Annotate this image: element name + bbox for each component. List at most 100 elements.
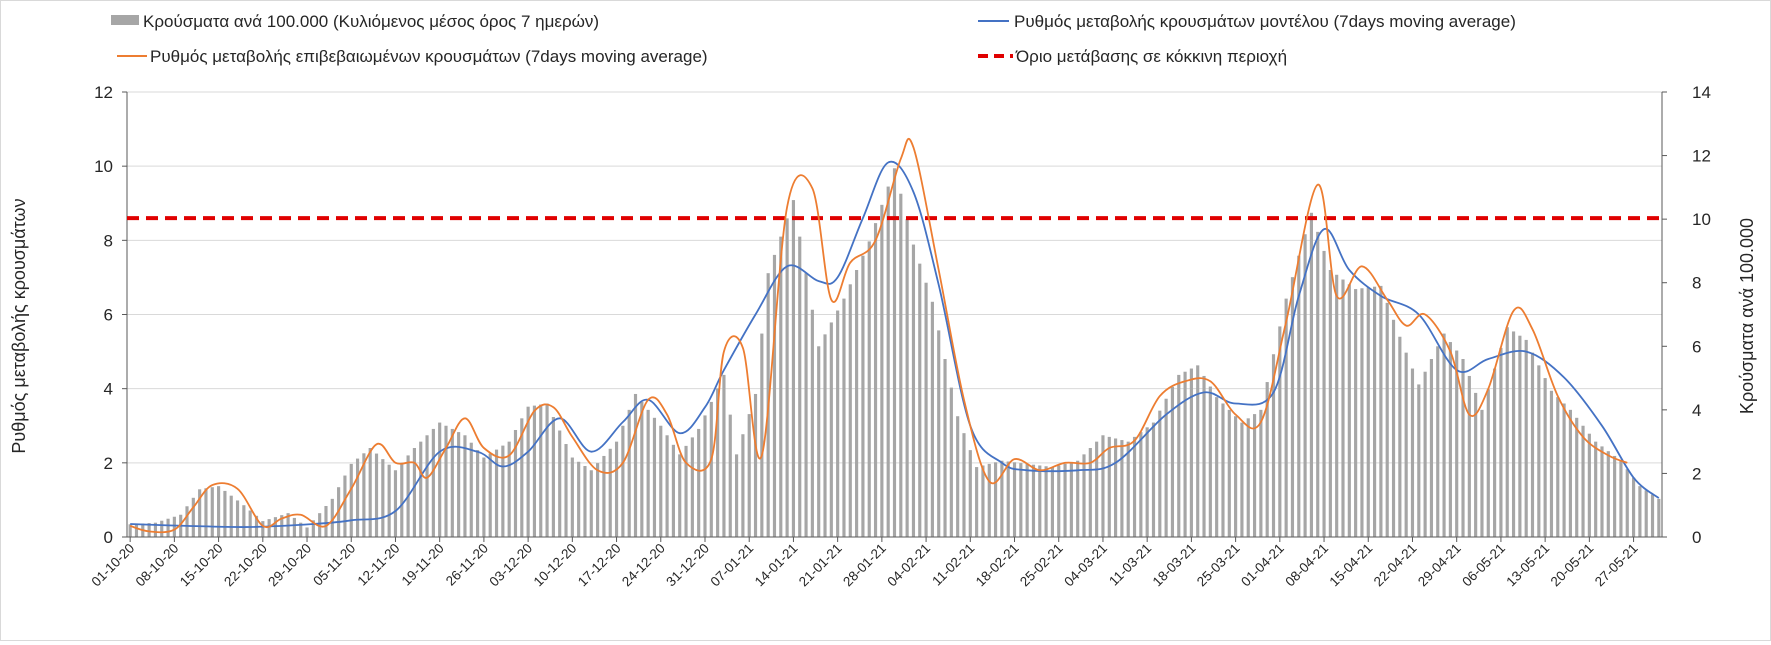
bar: [1076, 460, 1080, 537]
bar: [943, 359, 947, 537]
bar: [1366, 287, 1370, 537]
bar: [1126, 441, 1130, 537]
bar: [753, 393, 758, 537]
bar: [1221, 403, 1225, 537]
bar: [1549, 390, 1554, 537]
bar: [368, 448, 372, 537]
bar: [867, 241, 871, 537]
bar: [261, 521, 265, 537]
x-tick-label: 08-10-20: [133, 541, 182, 590]
bar: [728, 414, 732, 537]
bar: [1271, 354, 1276, 537]
x-tick-label: 12-11-20: [354, 541, 402, 589]
bar: [652, 417, 657, 537]
bar: [1183, 371, 1187, 537]
y-tick-left: 12: [94, 83, 113, 102]
x-tick-label: 22-10-20: [221, 541, 270, 590]
bar: [1448, 342, 1452, 537]
y-tick-right: 8: [1692, 274, 1701, 293]
y-tick-left: 10: [94, 157, 113, 176]
bar: [381, 459, 385, 537]
bar: [760, 333, 764, 537]
x-tick-label: 15-04-21: [1327, 541, 1376, 590]
bar: [678, 454, 682, 537]
bar: [1132, 436, 1137, 537]
bar: [1189, 368, 1193, 537]
bar: [804, 273, 808, 537]
bar: [1000, 460, 1004, 537]
y-tick-right: 10: [1692, 210, 1711, 229]
x-tick-label: 26-11-20: [443, 541, 491, 589]
x-tick-label: 13-05-21: [1503, 541, 1552, 590]
bar: [488, 453, 492, 537]
bar: [583, 466, 587, 537]
bar: [709, 401, 713, 537]
bar: [1562, 403, 1566, 537]
bar: [633, 393, 638, 537]
bar: [292, 517, 296, 537]
bar: [311, 520, 315, 537]
x-tick-label: 29-10-20: [265, 541, 314, 590]
y-axis-title-right: Κρούσματα ανά 100.000: [1737, 218, 1757, 414]
bar: [1044, 466, 1048, 537]
x-tick-label: 04-02-21: [884, 541, 933, 590]
x-tick-label: 03-12-20: [486, 541, 535, 590]
bar: [779, 236, 783, 537]
bar: [716, 388, 720, 537]
x-tick-label: 29-04-21: [1415, 541, 1464, 590]
bar: [1240, 422, 1244, 537]
bar: [741, 434, 745, 537]
bar: [1151, 422, 1156, 537]
bar: [463, 435, 467, 537]
x-tick-label: 31-12-20: [663, 541, 712, 590]
bar: [1638, 486, 1642, 537]
bar: [147, 523, 151, 537]
bar: [476, 450, 480, 537]
x-tick-label: 06-05-21: [1459, 541, 1508, 590]
bar: [855, 270, 859, 537]
bar: [1114, 438, 1118, 537]
bar: [614, 441, 619, 537]
bar: [501, 445, 505, 537]
bar: [267, 519, 271, 537]
x-tick-label: 17-12-20: [575, 541, 624, 590]
bar: [349, 463, 353, 537]
bar: [1050, 467, 1055, 537]
bar: [387, 464, 391, 537]
bar: [1164, 398, 1168, 537]
bar: [374, 453, 379, 537]
x-tick-label: 15-10-20: [177, 541, 226, 590]
bar: [1139, 432, 1143, 537]
bar: [431, 428, 435, 537]
bar: [659, 425, 663, 537]
bar: [198, 489, 202, 537]
legend-label-bars: Κρούσματα ανά 100.000 (Κυλιόμενος μέσος …: [143, 12, 599, 31]
bar: [1063, 463, 1067, 537]
bar: [1303, 234, 1307, 537]
bar: [1486, 389, 1490, 537]
y-tick-right: 2: [1692, 464, 1701, 483]
bar: [1316, 231, 1320, 537]
y-tick-right: 0: [1692, 528, 1701, 547]
bar: [1436, 346, 1440, 537]
bar: [1429, 359, 1434, 537]
bar: [229, 495, 233, 537]
bar: [1467, 375, 1471, 537]
bar: [494, 449, 499, 537]
bar: [1057, 465, 1061, 537]
bar: [1543, 378, 1547, 537]
bar: [671, 444, 675, 537]
y-tick-left: 2: [104, 454, 113, 473]
bar: [684, 445, 688, 537]
bar: [690, 437, 694, 537]
bar: [602, 455, 606, 537]
bar: [886, 186, 890, 537]
bar: [299, 522, 303, 537]
bar: [532, 405, 537, 537]
bar: [747, 414, 751, 537]
x-tick-label: 01-10-20: [88, 541, 137, 590]
bar: [1373, 286, 1377, 537]
bar: [1252, 414, 1257, 537]
y-tick-left: 4: [104, 380, 113, 399]
